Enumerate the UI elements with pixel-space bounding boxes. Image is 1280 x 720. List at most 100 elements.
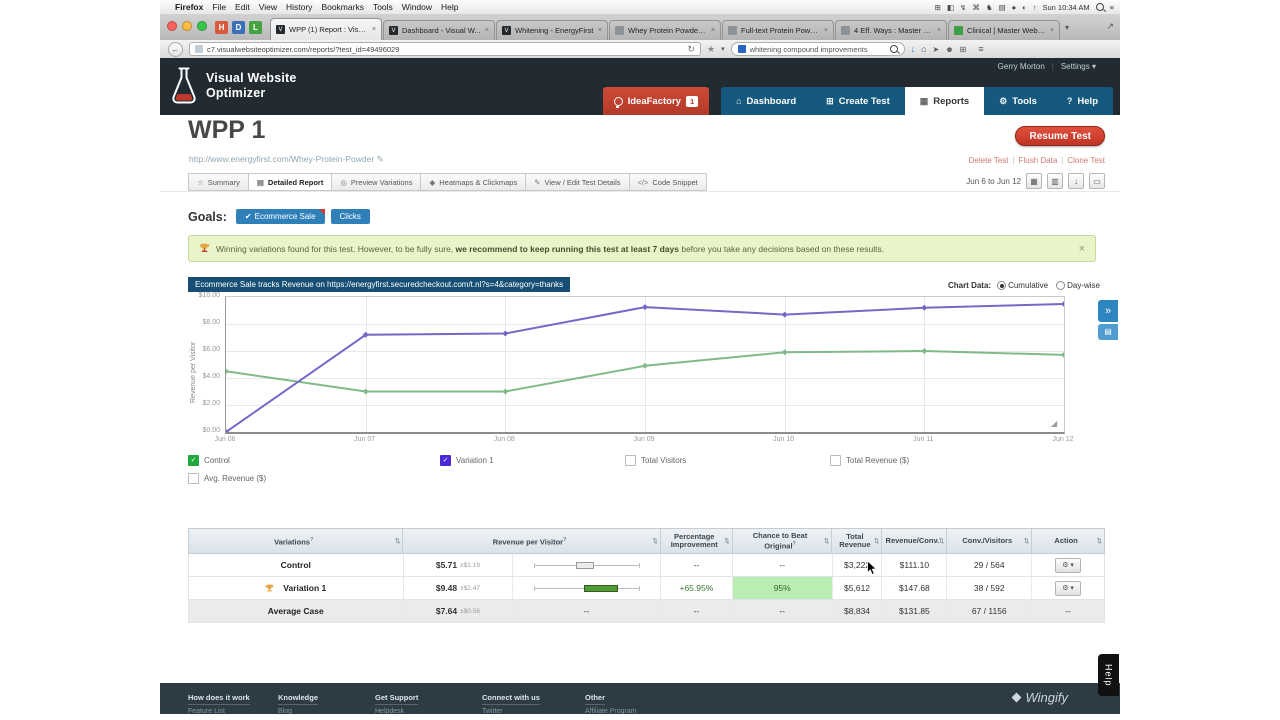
schedule-icon[interactable]: ▥ xyxy=(1047,173,1063,189)
browser-tab[interactable]: Whey Protein Powder I... × xyxy=(609,20,721,40)
chart-mode-cumulative[interactable]: Cumulative xyxy=(997,281,1048,290)
site-identity-icon[interactable] xyxy=(195,45,203,53)
browser-tab[interactable]: Clinical | Master Webs... × xyxy=(948,20,1060,40)
footer-link-feature-list[interactable]: Feature List xyxy=(188,708,225,714)
menu-edit[interactable]: Edit xyxy=(235,2,250,12)
sort-icon[interactable]: ⇅ xyxy=(938,538,945,545)
alert-close-icon[interactable]: × xyxy=(1078,242,1085,255)
nav-tab-reports[interactable]: ▦ Reports xyxy=(904,87,985,115)
spotlight-search-icon[interactable] xyxy=(1095,3,1104,11)
zoom-window-button[interactable] xyxy=(197,21,207,31)
notification-center-icon[interactable]: ≡ xyxy=(1109,2,1114,12)
feedback-icon[interactable]: ▤ xyxy=(1098,324,1118,340)
data-point-control[interactable] xyxy=(921,348,928,354)
edit-url-icon[interactable]: ✎ xyxy=(376,154,384,164)
legend-item-total-visitors[interactable]: Total Visitors xyxy=(625,455,686,466)
downloads-icon[interactable]: ↓ xyxy=(910,44,916,54)
tab-close-icon[interactable]: × xyxy=(1049,27,1054,34)
browser-tab[interactable]: 4 Eff. Ways : Master Website× xyxy=(835,20,947,40)
legend-item-control[interactable]: ✓ Control xyxy=(188,455,230,466)
action-gear-button[interactable]: ⚙ ▾ xyxy=(1055,580,1082,596)
account-icon[interactable]: ☻ xyxy=(945,44,954,54)
action-gear-button[interactable]: ⚙ ▾ xyxy=(1055,557,1082,573)
calendar-icon[interactable]: ▦ xyxy=(1026,173,1042,189)
pinned-app-l[interactable]: L xyxy=(249,21,262,34)
sort-icon[interactable]: ⇅ xyxy=(395,538,401,545)
footer-link-blog[interactable]: Blog xyxy=(278,708,293,714)
sort-icon[interactable]: ⇅ xyxy=(652,538,658,545)
tab-close-icon[interactable]: × xyxy=(936,27,941,34)
data-point-variation-1[interactable] xyxy=(642,304,648,311)
variation-name-cell[interactable]: Variation 1 xyxy=(189,577,404,599)
report-tab-view-edit-test-details[interactable]: ✎ View / Edit Test Details xyxy=(525,173,629,191)
sort-icon[interactable]: ⇅ xyxy=(823,538,830,545)
download-report-icon[interactable]: ↓ xyxy=(1068,173,1084,189)
nav-tab-tools[interactable]: ⚙ Tools xyxy=(984,87,1052,115)
column-header-total-revenue[interactable]: Total Revenue ⇅ xyxy=(832,529,883,553)
tab-close-icon[interactable]: × xyxy=(823,27,828,34)
variation-name-cell[interactable]: Average Case xyxy=(189,600,404,622)
vwo-logo-icon[interactable] xyxy=(169,66,199,113)
menu-window[interactable]: Window xyxy=(401,2,433,12)
report-tab-summary[interactable]: ☆ Summary xyxy=(188,173,248,191)
menu-firefox[interactable]: Firefox xyxy=(175,2,204,12)
tab-close-icon[interactable]: × xyxy=(710,27,715,34)
data-point-variation-1[interactable] xyxy=(1061,301,1064,307)
footer-link-affiliate-program[interactable]: Affiliate Program xyxy=(585,708,637,714)
url-bar[interactable]: c7.visualwebsiteoptimizer.com/reports/?t… xyxy=(189,42,701,56)
menu-bookmarks[interactable]: Bookmarks xyxy=(321,2,364,12)
sort-icon[interactable]: ⇅ xyxy=(873,538,880,545)
home-icon[interactable]: ⌂ xyxy=(921,44,927,54)
help-tab[interactable]: Help xyxy=(1098,654,1119,696)
minimize-window-button[interactable] xyxy=(182,21,192,31)
footer-link-helpdesk[interactable]: Helpdesk xyxy=(375,708,405,714)
legend-checkbox[interactable] xyxy=(830,455,841,466)
data-point-variation-1[interactable] xyxy=(362,331,369,338)
goal-button-clicks[interactable]: Clicks xyxy=(330,209,370,224)
report-tab-preview-variations[interactable]: ◎ Preview Variations xyxy=(331,173,421,191)
browser-tab[interactable]: Full-text Protein Powd... × xyxy=(722,20,834,40)
menu-tools[interactable]: Tools xyxy=(372,2,393,12)
menu-help[interactable]: Help xyxy=(441,2,459,12)
legend-checkbox[interactable] xyxy=(625,455,636,466)
column-header-conv-visitors[interactable]: Conv./Visitors ⇅ xyxy=(947,529,1033,553)
browser-tab[interactable]: V Whitening - EnergyFirst × xyxy=(496,20,608,40)
legend-item-variation-1[interactable]: ✓ Variation 1 xyxy=(440,455,494,466)
data-point-control[interactable] xyxy=(226,368,229,375)
report-tab-detailed-report[interactable]: ▤ Detailed Report xyxy=(247,173,332,191)
legend-checkbox[interactable]: ✓ xyxy=(188,455,199,466)
pinned-app-h[interactable]: H xyxy=(215,21,228,34)
menu-file[interactable]: File xyxy=(212,2,227,12)
nav-tab-create-test[interactable]: ⊞ Create Test xyxy=(811,87,905,115)
tab-close-icon[interactable]: × xyxy=(371,26,376,33)
pin-icon[interactable]: ➤ xyxy=(932,44,940,54)
data-point-variation-1[interactable] xyxy=(921,304,928,311)
menu-view[interactable]: View xyxy=(258,2,277,12)
collapse-panel-icon[interactable]: » xyxy=(1098,300,1118,322)
resume-test-button[interactable]: Resume Test xyxy=(1015,126,1105,146)
variation-name-cell[interactable]: Control xyxy=(189,554,404,576)
legend-checkbox[interactable] xyxy=(188,473,199,484)
test-url-link[interactable]: http://www.energyfirst.com/Whey-Protein-… xyxy=(189,154,384,164)
data-point-variation-1[interactable] xyxy=(226,429,229,432)
data-point-variation-1[interactable] xyxy=(502,330,509,337)
sort-icon[interactable]: ⇅ xyxy=(1023,538,1030,545)
goal-button-ecommerce-sale[interactable]: ✔ Ecommerce Sale xyxy=(235,209,325,224)
data-point-control[interactable] xyxy=(502,388,509,395)
user-name[interactable]: Gerry Morton xyxy=(997,62,1045,71)
report-tab-code-snippet[interactable]: </> Code Snippet xyxy=(628,173,707,191)
data-point-variation-1[interactable] xyxy=(781,311,788,318)
addons-icon[interactable]: ⊞ xyxy=(959,44,967,54)
data-point-control[interactable] xyxy=(781,349,788,356)
data-point-control[interactable] xyxy=(642,362,648,369)
search-icon[interactable] xyxy=(889,45,898,53)
legend-item-avg-revenue[interactable]: Avg. Revenue ($) xyxy=(188,473,266,484)
settings-menu[interactable]: Settings ▾ xyxy=(1060,62,1096,71)
search-field[interactable]: whitening compound improvements xyxy=(730,42,905,56)
link-flush-data[interactable]: Flush Data xyxy=(1018,156,1058,165)
column-header-variations[interactable]: Variations? ⇅ xyxy=(189,529,404,553)
browser-tab[interactable]: V WPP (1) Report : Visu... × xyxy=(270,18,382,40)
date-range-label[interactable]: Jun 6 to Jun 12 xyxy=(966,176,1021,186)
search-engine-icon[interactable] xyxy=(737,45,746,53)
nav-tab-help[interactable]: ? Help xyxy=(1052,87,1113,115)
